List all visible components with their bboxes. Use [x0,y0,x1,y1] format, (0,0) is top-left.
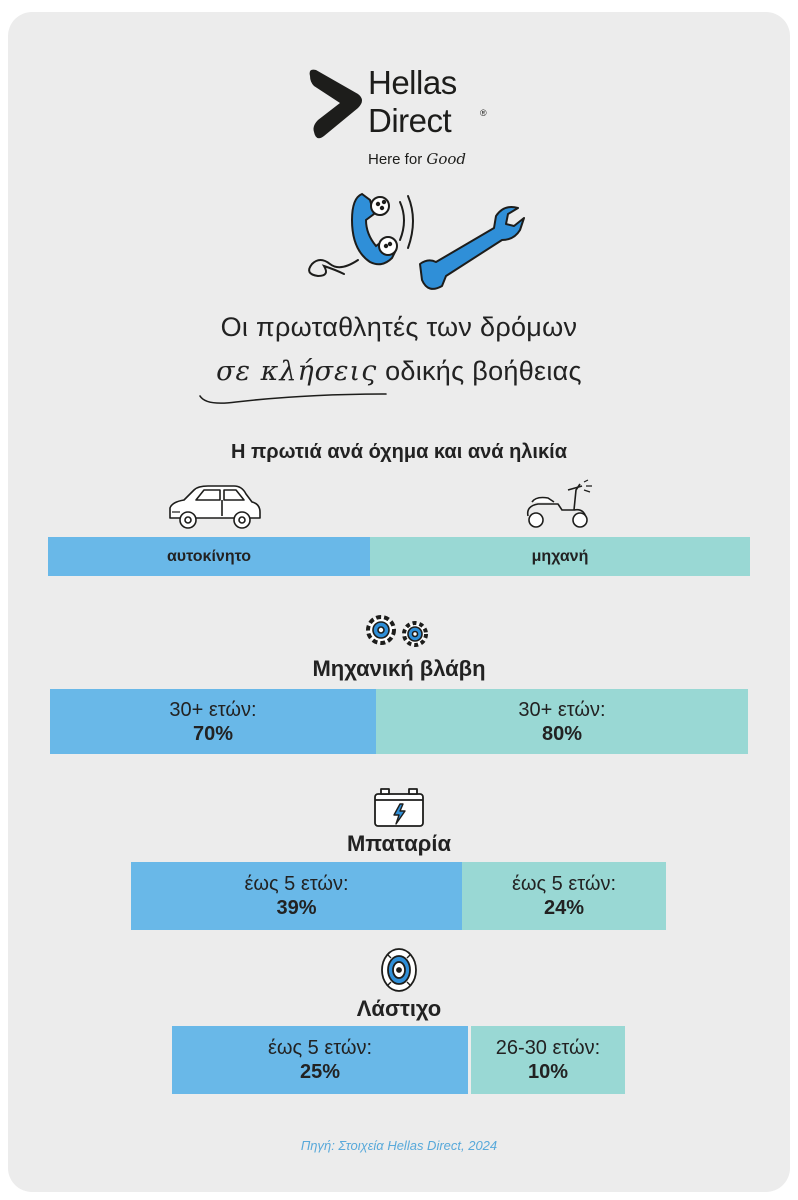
car-icon [169,485,261,529]
section-subtitle: Η πρωτιά ανά όχημα και ανά ηλικία [230,441,567,463]
phone-and-wrench-illustration [308,192,525,290]
source-note: Πηγή: Στοιχεία Hellas Direct, 2024 [300,1138,498,1153]
headline-handwritten: σε κλήσεις [216,356,378,387]
underline-scribble [199,393,387,404]
headline-line1: Οι πρωταθλητές των δρόμων [220,312,578,342]
tagline-prefix: Here for [368,151,423,168]
car-label: αυτοκίνητο [166,547,252,565]
mechanical-motorbike-bar: 30+ ετών: 80% [376,689,748,754]
infographic-card [8,12,790,1192]
mechanical-motorbike-share: 80% [541,722,583,745]
category-title-mechanical: Μηχανική βλάβη [312,656,486,681]
brand-tagline: Here for Good [368,150,466,168]
tire-motorbike-bar: 26-30 ετών: 10% [471,1026,625,1094]
mechanical-car-bar: 30+ ετών: 70% [50,689,376,754]
battery-car-share: 39% [276,897,317,919]
tire-motorbike-age: 26-30 ετών: [495,1037,601,1059]
tagline-script: Good [426,150,467,168]
tire-car-share: 25% [299,1061,341,1083]
category-title-tire: Λάστιχο [356,996,442,1021]
registered-mark: ® [480,108,487,118]
tire-car-age: έως 5 ετών: [267,1037,373,1059]
wrench-icon [419,206,525,290]
tire-car-bar: έως 5 ετών: 25% [172,1026,468,1094]
category-title-battery: Μπαταρία [346,831,452,856]
brand-logo[interactable]: Hellas Direct ® Here for Good [300,60,520,170]
brand-name-line2: Direct [368,102,452,139]
gears-icon [366,615,428,647]
car-legend-bar: αυτοκίνητο [48,537,370,576]
brand-name-line1: Hellas [368,64,457,101]
tire-motorbike-share: 10% [527,1061,569,1083]
scooter-icon [526,479,592,528]
mechanical-car-share: 70% [192,722,234,745]
motorbike-label: μηχανή [531,547,589,565]
battery-car-age: έως 5 ετών: [244,873,349,895]
brand-chevron-icon [309,69,362,139]
motorbike-legend-bar: μηχανή [370,537,750,576]
tire-icon [381,948,417,992]
battery-icon [374,788,424,827]
phone-icon [308,192,414,278]
headline-line2-rest: οδικής βοήθειας [385,356,582,386]
battery-motorbike-age: έως 5 ετών: [511,873,617,895]
mechanical-motorbike-age: 30+ ετών: [518,698,606,721]
battery-car-bar: έως 5 ετών: 39% [131,862,462,930]
battery-motorbike-bar: έως 5 ετών: 24% [462,862,666,930]
mechanical-car-age: 30+ ετών: [169,698,257,721]
headline-line2: σε κλήσεις οδικής βοήθειας [0,356,798,387]
battery-motorbike-share: 24% [543,897,585,919]
